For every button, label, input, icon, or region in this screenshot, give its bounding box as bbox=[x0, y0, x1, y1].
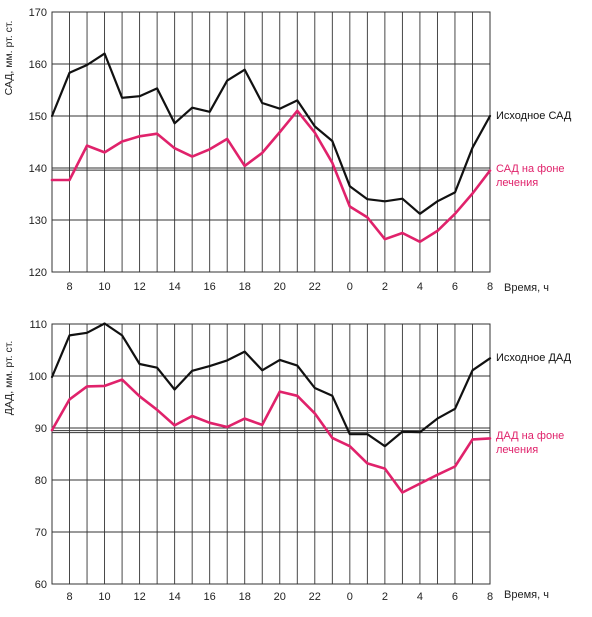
x-tick-label: 0 bbox=[347, 281, 353, 293]
y-tick-label: 170 bbox=[29, 7, 47, 19]
plot-frame bbox=[51, 11, 491, 273]
series-line-baseline bbox=[50, 322, 492, 448]
y-tick-label: 70 bbox=[35, 527, 47, 539]
legend-label-baseline: Исходное САД bbox=[496, 110, 572, 122]
legend-label-line: ДАД на фоне bbox=[496, 430, 564, 442]
y-axis-label: ДАД, мм. рт. ст. bbox=[3, 341, 15, 416]
series-line-treatment bbox=[50, 109, 492, 244]
y-tick-label: 150 bbox=[29, 111, 47, 123]
x-tick-label: 16 bbox=[204, 281, 216, 293]
legend-label-line: САД на фоне bbox=[496, 163, 565, 175]
x-tick-label: 8 bbox=[66, 281, 72, 293]
y-tick-label: 100 bbox=[29, 371, 47, 383]
y-tick-label: 120 bbox=[29, 267, 47, 279]
x-tick-label: 0 bbox=[347, 591, 353, 603]
legend-label-line: лечения bbox=[496, 444, 538, 456]
legend-label-treatment: ДАД на фоне лечения bbox=[496, 430, 564, 456]
x-tick-label: 20 bbox=[274, 281, 286, 293]
x-tick-label: 16 bbox=[204, 591, 216, 603]
x-axis-label: Время, ч bbox=[504, 589, 549, 601]
x-tick-label: 4 bbox=[417, 591, 423, 603]
series-line-treatment bbox=[50, 378, 492, 494]
y-tick-label: 60 bbox=[35, 579, 47, 591]
x-tick-label: 8 bbox=[66, 591, 72, 603]
x-tick-label: 12 bbox=[133, 281, 145, 293]
x-tick-label: 2 bbox=[382, 281, 388, 293]
x-tick-label: 12 bbox=[133, 591, 145, 603]
x-axis-label: Время, ч bbox=[504, 282, 549, 294]
y-axis-label: САД, мм. рт. ст. bbox=[3, 21, 15, 96]
y-tick-label: 110 bbox=[29, 319, 47, 331]
plot-frame bbox=[51, 323, 491, 585]
y-tick-label: 80 bbox=[35, 475, 47, 487]
x-tick-label: 10 bbox=[98, 591, 110, 603]
x-tick-label: 22 bbox=[309, 591, 321, 603]
x-tick-label: 10 bbox=[98, 281, 110, 293]
y-tick-label: 130 bbox=[29, 215, 47, 227]
x-tick-label: 6 bbox=[452, 591, 458, 603]
x-tick-label: 20 bbox=[274, 591, 286, 603]
y-tick-label: 140 bbox=[29, 163, 47, 175]
x-tick-label: 8 bbox=[487, 591, 493, 603]
x-tick-label: 18 bbox=[239, 591, 251, 603]
x-tick-label: 22 bbox=[309, 281, 321, 293]
series-line-baseline bbox=[50, 52, 492, 215]
x-tick-label: 6 bbox=[452, 281, 458, 293]
y-tick-label: 160 bbox=[29, 59, 47, 71]
x-tick-label: 4 bbox=[417, 281, 423, 293]
x-tick-label: 8 bbox=[487, 281, 493, 293]
x-tick-label: 18 bbox=[239, 281, 251, 293]
y-tick-label: 90 bbox=[35, 423, 47, 435]
legend-label-line: лечения bbox=[496, 177, 538, 189]
x-tick-label: 14 bbox=[169, 281, 181, 293]
x-tick-label: 14 bbox=[169, 591, 181, 603]
legend-label-baseline: Исходное ДАД bbox=[496, 352, 572, 364]
x-tick-label: 2 bbox=[382, 591, 388, 603]
legend-label-treatment: САД на фоне лечения bbox=[496, 163, 565, 189]
